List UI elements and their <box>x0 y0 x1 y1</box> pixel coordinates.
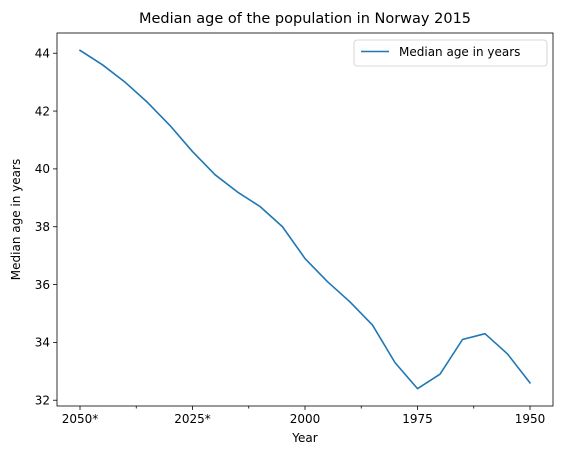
y-axis-title: Median age in years <box>9 159 23 280</box>
y-tick-label: 36 <box>35 278 50 292</box>
y-tick-label: 34 <box>35 336 50 350</box>
x-tick-label: 2050* <box>62 412 99 426</box>
x-tick-label: 2025* <box>174 412 211 426</box>
x-axis-title: Year <box>291 431 317 445</box>
y-tick-label: 42 <box>35 104 50 118</box>
y-tick-label: 32 <box>35 394 50 408</box>
y-tick-label: 44 <box>35 47 50 61</box>
chart-title: Median age of the population in Norway 2… <box>139 11 471 27</box>
legend-box <box>353 39 548 67</box>
x-tick-label: 1975 <box>402 412 433 426</box>
plot-frame <box>56 32 554 407</box>
x-tick-label: 2000 <box>290 412 321 426</box>
legend: Median age in years <box>353 39 548 67</box>
x-tick-label: 1950 <box>515 412 546 426</box>
y-axis-ticks: 32 34 36 38 40 42 44 <box>35 47 57 408</box>
legend-label: Median age in years <box>399 45 520 59</box>
y-tick-label: 40 <box>35 162 50 176</box>
x-axis-ticks: 2050* 2025* 2000 1975 1950 <box>62 406 546 426</box>
series-line-median-age <box>78 49 532 390</box>
y-tick-label: 38 <box>35 220 50 234</box>
